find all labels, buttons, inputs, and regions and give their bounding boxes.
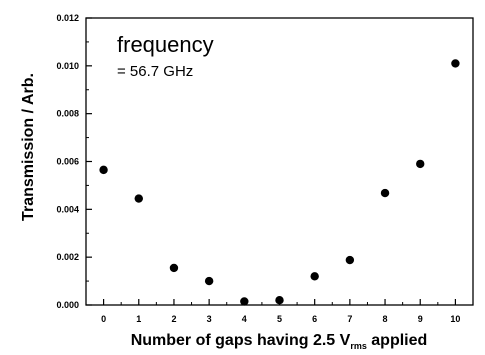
y-tick-label: 0.006 xyxy=(56,157,79,167)
plot-frame xyxy=(85,17,474,306)
x-tick-label: 10 xyxy=(450,314,460,324)
x-tick-label: 7 xyxy=(347,314,352,324)
data-point xyxy=(204,276,214,286)
annotation-frequency-value: = 56.7 GHz xyxy=(117,63,193,80)
data-point xyxy=(345,255,355,265)
data-points xyxy=(99,59,460,306)
x-tick-label: 6 xyxy=(312,314,317,324)
x-tick-label: 9 xyxy=(418,314,423,324)
x-axis-title-subscript: rms xyxy=(350,341,367,351)
y-tick-label: 0.012 xyxy=(56,13,79,23)
x-tick-label: 4 xyxy=(242,314,247,324)
data-point xyxy=(451,59,460,68)
data-point xyxy=(99,165,108,175)
y-axis-title: Transmission / Arb. xyxy=(20,73,37,221)
y-tick-label: 0.010 xyxy=(56,61,79,71)
x-tick-label: 8 xyxy=(383,314,388,324)
data-point xyxy=(310,272,319,281)
y-tick-label: 0.002 xyxy=(56,252,79,262)
y-tick-label: 0.000 xyxy=(56,300,79,310)
x-axis-title-tail: applied xyxy=(367,332,427,349)
x-tick-label: 3 xyxy=(207,314,212,324)
annotation-frequency: frequency xyxy=(117,32,214,57)
x-tick-label: 2 xyxy=(171,314,176,324)
data-point xyxy=(416,159,425,169)
plot-border xyxy=(85,17,474,306)
x-tick-label: 0 xyxy=(101,314,106,324)
x-tick-label: 1 xyxy=(136,314,141,324)
x-tick-label: 5 xyxy=(277,314,282,324)
data-point xyxy=(240,297,249,306)
y-tick-label: 0.004 xyxy=(56,204,79,214)
y-axis-ticks: 0.000 0.002 0.004 0.006 0.008 0.010 0.012 xyxy=(56,13,92,310)
data-point xyxy=(134,194,143,203)
data-point xyxy=(380,188,390,198)
data-point xyxy=(169,263,179,273)
data-point xyxy=(275,296,284,305)
x-axis-title: Number of gaps having 2.5 Vrms applied xyxy=(131,332,428,351)
y-tick-label: 0.008 xyxy=(56,109,79,119)
x-axis-title-main: Number of gaps having 2.5 V xyxy=(131,332,351,349)
